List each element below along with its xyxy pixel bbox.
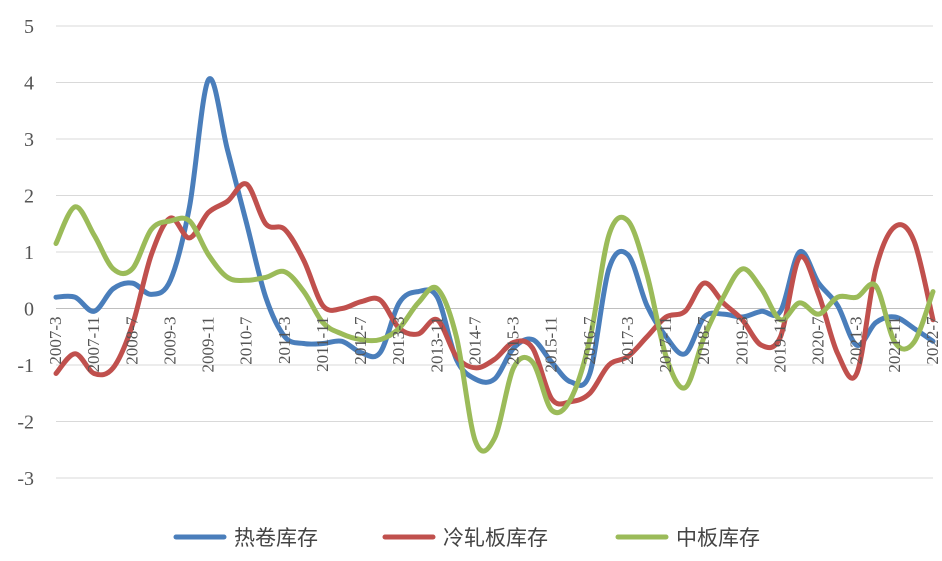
y-tick-label: -3 — [17, 468, 34, 490]
x-tick-label: 2009-11 — [199, 316, 218, 372]
gridlines — [56, 25, 933, 479]
x-tick-label: 2010-7 — [237, 316, 256, 365]
x-tick-label: 2019-11 — [771, 317, 790, 373]
series-line-3 — [53, 204, 936, 454]
x-tick-label: 2015-11 — [542, 317, 561, 373]
x-axis-tick-labels: 2007-3 2007-11 2008-7 2009-3 2009-11 2010-7 20… — [46, 316, 942, 373]
x-tick-label: 2021-3 — [847, 316, 866, 364]
y-tick-label: -2 — [17, 412, 34, 434]
series-line-2 — [53, 181, 936, 407]
x-tick-label: 2018-7 — [694, 316, 713, 365]
series-lines — [53, 76, 936, 454]
x-tick-label: 2009-3 — [160, 317, 179, 365]
y-axis-tick-labels: 5 4 3 2 1 0 -1 -2 -3 — [17, 16, 34, 490]
x-tick-label: 2008-7 — [122, 316, 141, 365]
x-tick-label: 2012-7 — [351, 316, 370, 365]
x-tick-label: 2013-3 — [389, 317, 408, 365]
legend-label: 中板库存 — [676, 526, 760, 550]
series-line-1 — [53, 76, 936, 388]
x-tick-label: 2021-11 — [885, 317, 904, 373]
x-tick-label: 2011-11 — [313, 316, 332, 371]
x-tick-label: 2017-3 — [618, 317, 637, 365]
x-tick-label: 2007-3 — [46, 317, 65, 365]
x-tick-label: 2019-3 — [732, 316, 751, 364]
y-tick-label: 4 — [24, 73, 34, 95]
y-tick-label: 2 — [24, 186, 34, 208]
x-tick-label: 2013-11 — [427, 316, 446, 372]
y-tick-label: 1 — [24, 242, 34, 264]
x-tick-label: 2014-7 — [465, 316, 484, 365]
legend-label: 冷轧板库存 — [443, 526, 548, 550]
y-tick-label: -1 — [17, 355, 34, 377]
x-tick-label: 2017-11 — [656, 317, 675, 373]
x-tick-label: 2016-7 — [580, 316, 599, 365]
x-tick-label: 2015-3 — [504, 317, 523, 365]
y-tick-label: 5 — [24, 16, 34, 38]
x-tick-label: 2011-3 — [275, 317, 294, 365]
legend: 热卷库存 冷轧板库存 中板库存 — [173, 526, 760, 550]
x-tick-label: 2022-7 — [923, 316, 942, 365]
y-tick-label: 3 — [24, 129, 34, 151]
y-tick-label: 0 — [24, 299, 34, 321]
x-tick-label: 2007-11 — [84, 316, 103, 372]
legend-label: 热卷库存 — [234, 526, 318, 550]
x-tick-label: 2020-7 — [809, 316, 828, 365]
